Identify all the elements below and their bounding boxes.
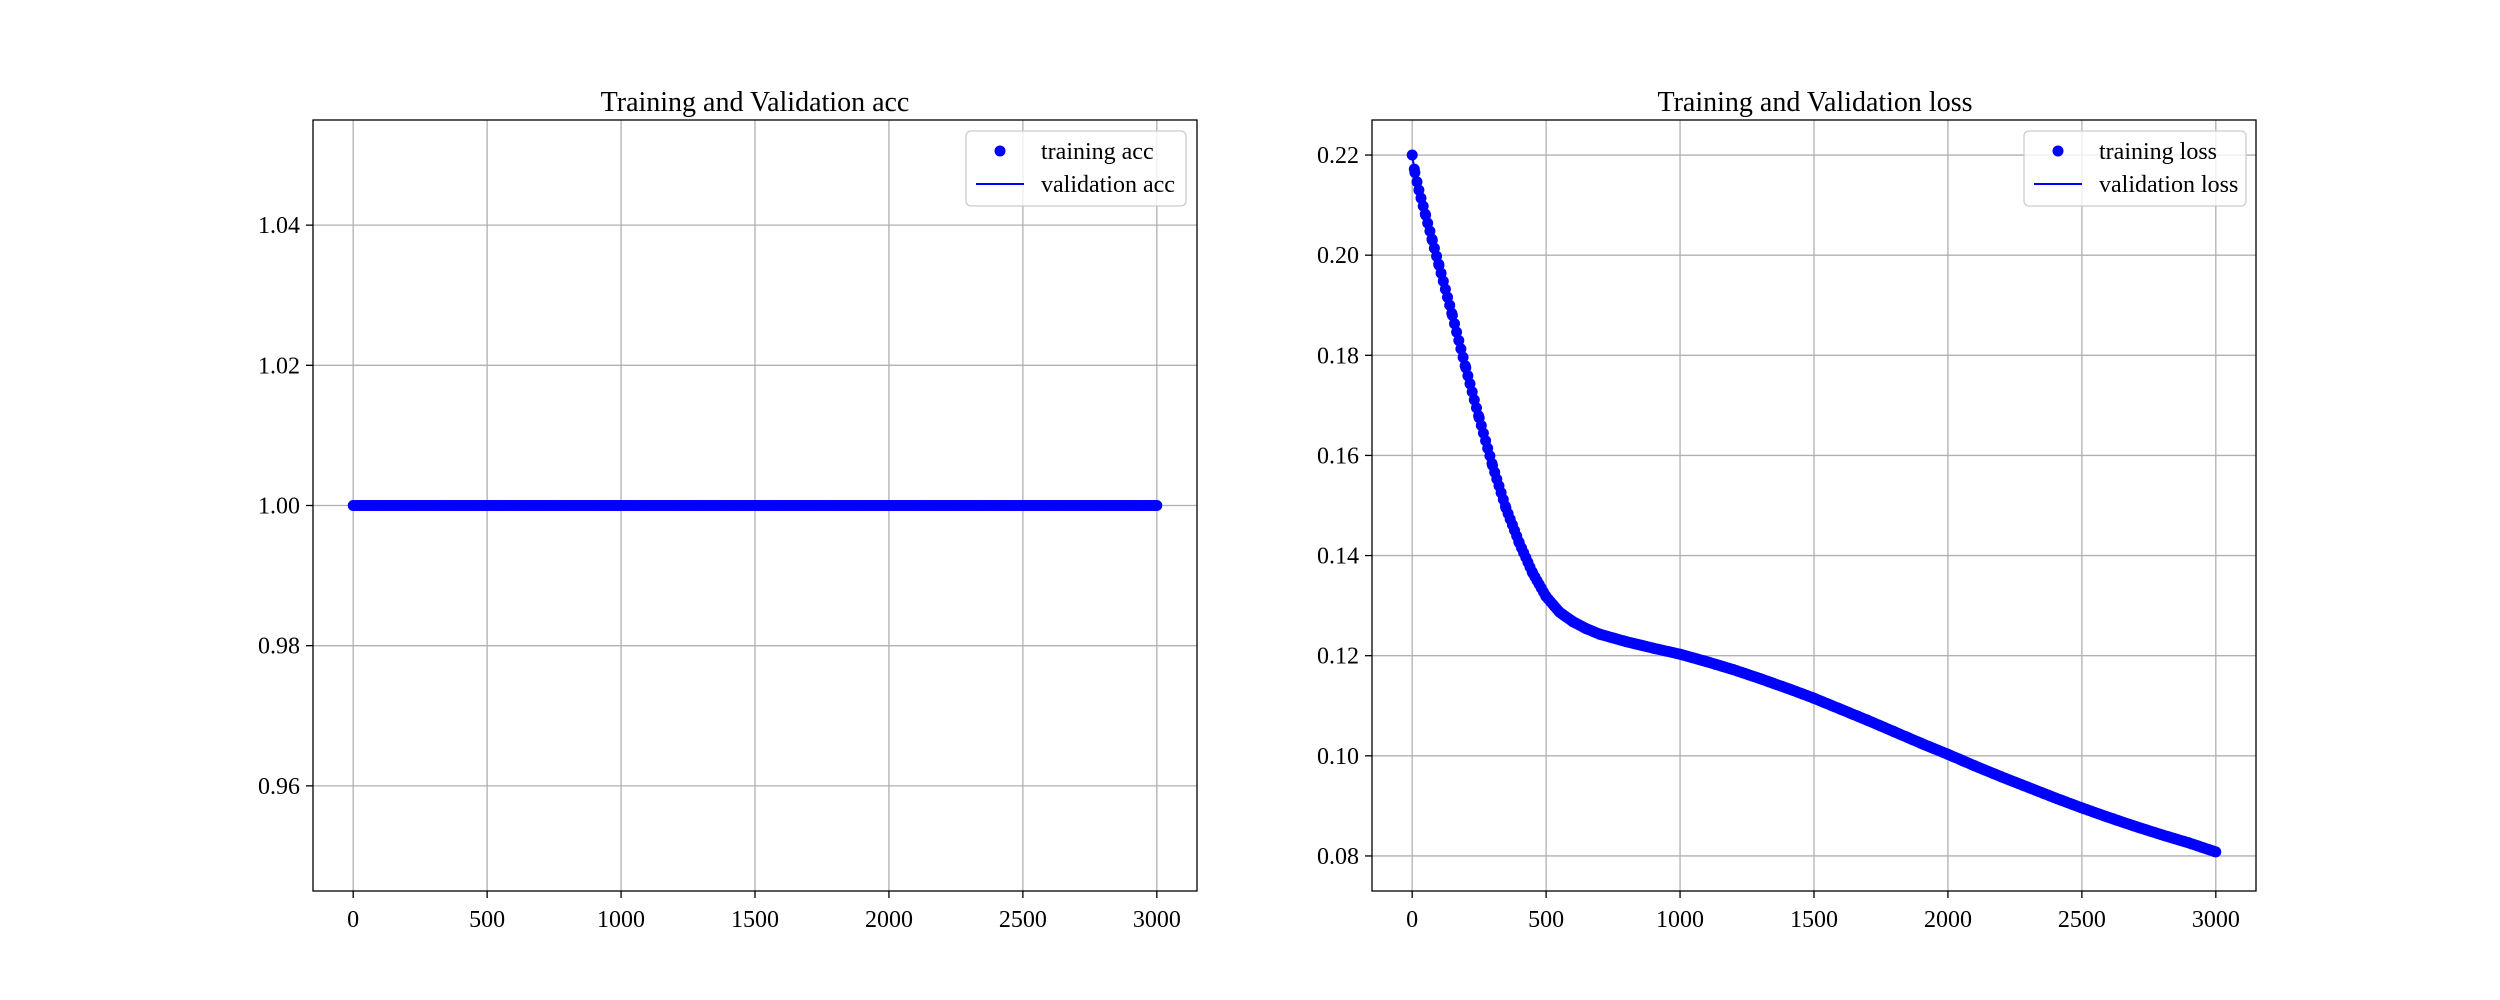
accuracy-legend: training acc validation acc [965, 130, 1187, 207]
y-tick-label: 0.14 [1317, 544, 1359, 570]
x-tick-label: 3000 [2192, 907, 2240, 933]
legend-label-validation-loss: validation loss [2099, 172, 2238, 198]
loss-chart-title: Training and Validation loss [1657, 87, 1972, 118]
loss-grid [1372, 120, 2256, 891]
x-tick-label: 2500 [2058, 907, 2106, 933]
x-tick-label: 3000 [1133, 907, 1181, 933]
legend-label-training-acc: training acc [1041, 139, 1154, 165]
y-tick-label: 0.22 [1317, 143, 1359, 169]
series-markers-training-loss [1406, 149, 2222, 858]
x-tick-label: 1500 [731, 907, 779, 933]
legend-label-training-loss: training loss [2099, 139, 2217, 165]
y-tick-label: 1.04 [258, 213, 300, 239]
accuracy-series [347, 500, 1163, 511]
x-tick-label: 2000 [1924, 907, 1972, 933]
y-tick-label: 0.18 [1317, 343, 1359, 369]
accuracy-chart-title: Training and Validation acc [601, 87, 910, 118]
x-tick-label: 500 [469, 907, 505, 933]
legend-marker-training-loss [2052, 145, 2064, 157]
y-tick-label: 0.20 [1317, 243, 1359, 269]
legend-marker-training-acc [994, 145, 1006, 157]
x-tick-label: 1000 [1656, 907, 1704, 933]
y-tick-label: 0.96 [258, 774, 300, 800]
loss-chart: 0 500 1000 1500 2000 2500 3000 0.08 0.10 0.12 0.14… [1317, 87, 2257, 933]
x-tick-label: 2500 [999, 907, 1047, 933]
y-tick-label: 1.02 [258, 353, 300, 379]
x-tick-label: 500 [1528, 907, 1564, 933]
accuracy-ticks: 0 500 1000 1500 2000 2500 3000 0.96 0.98 1.00 1.02… [258, 213, 1181, 933]
x-tick-label: 0 [347, 907, 359, 933]
loss-legend-frame [2023, 130, 2247, 207]
loss-ticks: 0 500 1000 1500 2000 2500 3000 0.08 0.10 0.12 0.14… [1317, 143, 2240, 933]
legend-label-validation-acc: validation acc [1041, 172, 1175, 198]
y-tick-label: 1.00 [258, 494, 300, 520]
accuracy-chart: 0 500 1000 1500 2000 2500 3000 0.96 0.98 1.00 1.02… [258, 87, 1198, 933]
x-tick-label: 2000 [865, 907, 913, 933]
y-tick-label: 0.08 [1317, 844, 1359, 870]
accuracy-legend-frame [965, 130, 1187, 207]
y-tick-label: 0.12 [1317, 644, 1359, 670]
x-tick-label: 1500 [1790, 907, 1838, 933]
y-tick-label: 0.10 [1317, 744, 1359, 770]
loss-legend: training loss validation loss [2023, 130, 2247, 207]
y-tick-label: 0.16 [1317, 443, 1359, 469]
series-line-validation-loss [1411, 154, 2217, 853]
x-tick-label: 1000 [597, 907, 645, 933]
y-tick-label: 0.98 [258, 634, 300, 660]
loss-series [1406, 149, 2222, 858]
x-tick-label: 0 [1406, 907, 1418, 933]
